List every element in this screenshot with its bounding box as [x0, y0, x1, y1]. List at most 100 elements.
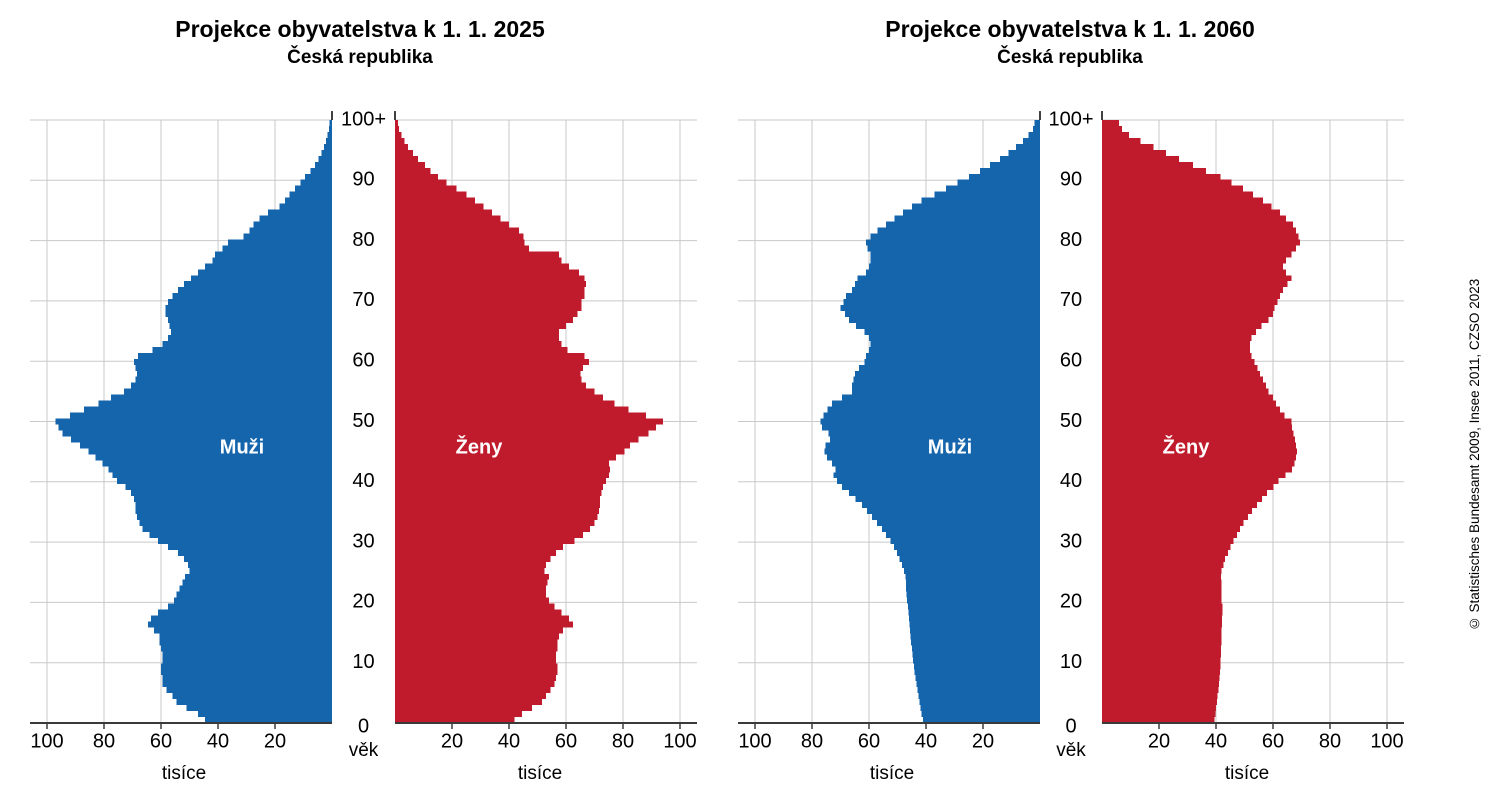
- female-bar: [1102, 424, 1293, 431]
- female-bar: [395, 418, 663, 425]
- x-tick-label-male: 100: [738, 730, 771, 752]
- female-bar: [395, 472, 609, 479]
- female-bar: [395, 567, 545, 574]
- female-bar: [395, 370, 581, 377]
- female-bar: [1102, 561, 1224, 568]
- x-tick-label-female: 20: [1148, 730, 1170, 752]
- male-bar: [870, 340, 1040, 347]
- female-bar: [1102, 585, 1222, 592]
- female-bar: [1102, 454, 1297, 461]
- age-axis-label: věk: [1056, 740, 1086, 761]
- female-bar: [395, 275, 585, 282]
- x-tick-label-male: 80: [801, 730, 823, 752]
- male-bar: [837, 478, 1040, 485]
- male-bar: [861, 502, 1040, 509]
- female-bar: [1102, 346, 1251, 353]
- male-bar: [149, 531, 332, 538]
- male-bar: [921, 197, 1040, 204]
- female-bar: [395, 346, 568, 353]
- male-bar: [886, 221, 1040, 228]
- male-bar: [162, 651, 332, 658]
- male-bar: [827, 454, 1040, 461]
- female-bar: [1102, 257, 1286, 264]
- male-bar: [828, 430, 1040, 437]
- male-bar: [79, 442, 333, 449]
- female-bar: [1102, 699, 1217, 706]
- female-bar: [1102, 352, 1252, 359]
- male-bar: [116, 478, 332, 485]
- male-bar: [188, 561, 332, 568]
- male-bar: [866, 352, 1040, 359]
- male-bar: [906, 585, 1040, 592]
- male-bar: [142, 525, 332, 532]
- female-bar: [395, 245, 529, 252]
- male-bar: [329, 126, 332, 132]
- age-tick-label: 60: [352, 349, 374, 371]
- pyramid-chart-2060: 20 20 40 40 60 60 80 80 100 100 0 10 20 30 40 50 60 70 80 9…: [738, 108, 1404, 784]
- female-bar: [1102, 657, 1221, 664]
- male-bar: [841, 394, 1040, 401]
- male-bar: [851, 388, 1040, 395]
- male-bars-series: [55, 120, 333, 723]
- female-bar: [1102, 143, 1154, 150]
- female-bar: [1102, 466, 1293, 473]
- male-bar: [833, 472, 1040, 479]
- male-bar: [135, 364, 332, 371]
- female-bar: [1102, 406, 1281, 413]
- female-bar: [395, 645, 558, 652]
- age-tick-label: 80: [1060, 229, 1082, 251]
- male-bar: [102, 460, 332, 467]
- male-bar: [869, 334, 1040, 341]
- female-bar: [395, 699, 542, 706]
- female-bar: [1102, 633, 1222, 640]
- female-bar: [1102, 400, 1276, 407]
- male-bar: [870, 251, 1040, 258]
- male-bar: [71, 436, 332, 443]
- male-bar: [911, 639, 1040, 646]
- female-bar: [1102, 245, 1296, 252]
- male-bar: [908, 615, 1040, 622]
- male-bar: [907, 597, 1040, 604]
- male-bar: [830, 436, 1040, 443]
- male-bar: [176, 591, 332, 598]
- female-bar: [395, 525, 591, 532]
- male-bar: [840, 305, 1040, 312]
- male-bar: [905, 573, 1040, 580]
- female-bar: [1102, 394, 1273, 401]
- female-bar: [1102, 543, 1231, 550]
- female-bar: [395, 334, 559, 341]
- x-tick-label-male: 60: [858, 730, 880, 752]
- female-bar: [1102, 317, 1269, 324]
- female-bar: [395, 191, 467, 198]
- age-tick-label: 50: [352, 410, 374, 432]
- female-bar: [1102, 430, 1294, 437]
- x-tick-label-male: 60: [150, 730, 172, 752]
- female-bar: [395, 478, 606, 485]
- male-bar: [162, 657, 332, 664]
- female-bar: [395, 543, 564, 550]
- male-bar: [168, 603, 332, 610]
- male-bar: [866, 239, 1040, 246]
- male-bar: [855, 496, 1040, 503]
- female-bar: [395, 287, 585, 294]
- male-bar: [324, 143, 332, 150]
- male-bar: [131, 382, 332, 389]
- female-bar: [395, 197, 475, 204]
- female-bar: [1102, 251, 1292, 258]
- male-bar: [314, 161, 332, 168]
- male-bar: [178, 549, 332, 556]
- female-bar: [395, 442, 631, 449]
- male-bar: [907, 603, 1040, 610]
- male-bar: [151, 615, 332, 622]
- male-bar: [329, 120, 332, 126]
- female-bar: [1102, 311, 1273, 318]
- x-axis: [738, 111, 1404, 729]
- female-bar: [1102, 693, 1218, 700]
- female-bar: [1102, 675, 1220, 682]
- x-tick-labels: 20 20 40 40 60 60 80 80 100 100: [30, 730, 696, 752]
- female-bar: [1102, 687, 1219, 694]
- male-bar: [867, 245, 1040, 252]
- male-bar: [152, 346, 332, 353]
- female-bar: [395, 496, 601, 503]
